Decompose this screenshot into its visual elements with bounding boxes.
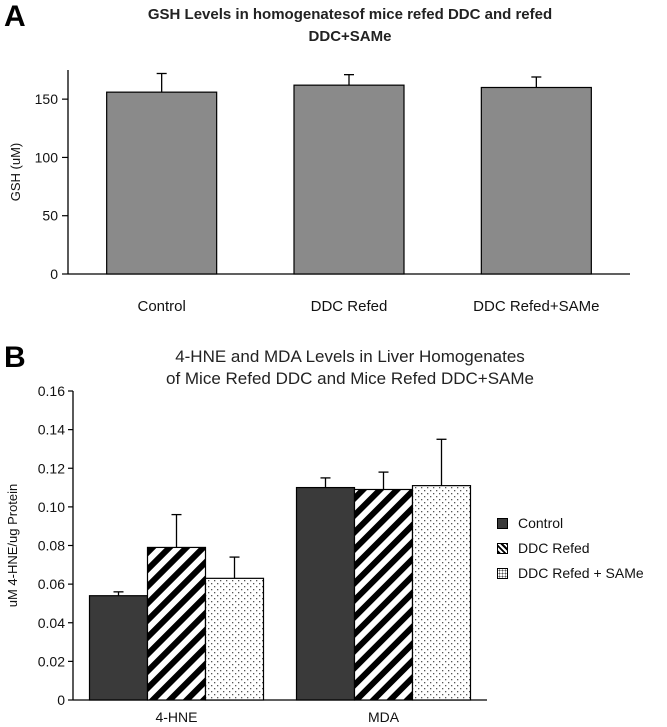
chart-b-legend: Control DDC Refed DDC Refed + SAMe (497, 512, 644, 587)
chart-b-y-tick-label: 0.10 (38, 499, 65, 515)
legend-swatch (497, 567, 508, 579)
chart-a-title-line1: GSH Levels in homogenatesof mice refed D… (147, 6, 553, 23)
chart-a-title: GSH Levels in homogenatesof mice refed D… (40, 4, 660, 48)
chart-b-bar (88, 595, 149, 701)
chart-a-y-tick-label: 150 (35, 91, 59, 107)
chart-b-y-axis-label: uM 4-HNE/ug Protein (5, 484, 20, 608)
chart-a-y-tick-label: 50 (42, 208, 58, 224)
chart-b-bar (146, 546, 207, 701)
chart-b-title-line2: of Mice Refed DDC and Mice Refed DDC+SAM… (166, 369, 534, 388)
chart-a-x-tick-label: DDC Refed (311, 298, 388, 315)
chart-b-x-tick-label: 4-HNE (155, 709, 197, 725)
chart-a-x-tick-label: DDC Refed+SAMe (473, 298, 599, 315)
chart-a: 0 50 100 150 GSH (uM) Control DDC Refed DDC Ref… (8, 70, 630, 315)
chart-b-title-line1: 4-HNE and MDA Levels in Liver Homogenate… (175, 347, 525, 366)
legend-label: DDC Refed + SAMe (518, 565, 644, 581)
legend-item: DDC Refed (497, 537, 644, 559)
chart-b-y-tick-label: 0.04 (38, 615, 65, 631)
chart-b-x-tick-label: MDA (368, 709, 400, 725)
legend-item: DDC Refed + SAMe (497, 562, 644, 584)
panel-letter-a: A (4, 0, 26, 33)
legend-label: Control (518, 515, 564, 531)
legend-swatch (497, 542, 508, 554)
legend-label: DDC Refed (518, 540, 590, 556)
panel-letter-b: B (4, 341, 26, 374)
legend-item: Control (497, 512, 644, 534)
chart-a-x-tick-label: Control (137, 298, 185, 315)
chart-b-bar (295, 486, 356, 701)
chart-b-y-tick-label: 0.16 (38, 383, 65, 399)
chart-b-bar (204, 577, 265, 701)
chart-a-bar (106, 91, 218, 275)
chart-b: 0 0.02 0.04 0.06 0.08 0.10 0.12 0.14 0.16 uM 4-HN… (5, 383, 487, 725)
chart-b-y-tick-label: 0.08 (38, 538, 65, 554)
legend-swatch (497, 517, 508, 529)
chart-b-y-tick-label: 0.14 (38, 422, 65, 438)
chart-a-y-tick-label: 0 (50, 266, 58, 282)
chart-a-bar (293, 84, 405, 275)
chart-b-bar (353, 488, 414, 701)
chart-a-y-tick-label: 100 (35, 149, 59, 165)
chart-b-y-tick-label: 0.12 (38, 460, 65, 476)
chart-b-y-tick-label: 0.02 (38, 653, 65, 669)
chart-a-bar (480, 86, 592, 275)
chart-b-title: 4-HNE and MDA Levels in Liver Homogenate… (40, 346, 660, 390)
chart-a-title-line2: DDC+SAMe (308, 28, 392, 45)
chart-b-bar (411, 485, 472, 701)
chart-b-y-tick-label: 0.06 (38, 576, 65, 592)
chart-a-y-axis-label: GSH (uM) (8, 143, 23, 202)
chart-b-y-tick-label: 0 (57, 692, 65, 708)
